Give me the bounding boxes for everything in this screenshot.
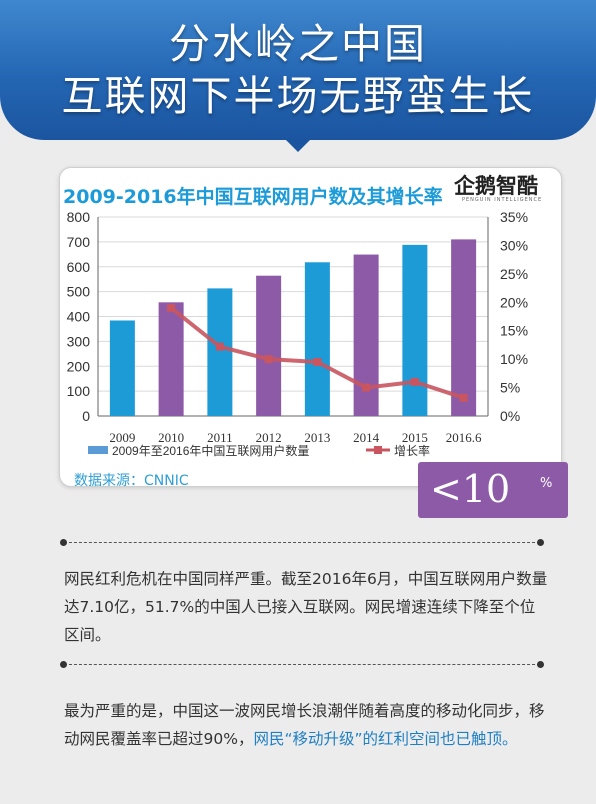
badge-unit: %	[540, 476, 553, 491]
banner-pointer	[284, 138, 312, 152]
paragraph-2-text: 最为严重的是，中国这一波网民增长浪潮伴随着高度的移动化同步，移动网民覆盖率已超过…	[64, 702, 545, 748]
y-left-tick-label: 400	[67, 309, 91, 325]
header-banner	[0, 0, 596, 140]
growth-point	[215, 342, 224, 351]
y-right-tick-label: 15%	[500, 323, 528, 339]
growth-point	[362, 383, 371, 392]
y-right-tick-label: 0%	[500, 408, 520, 424]
chart-title: 2009-2016年中国互联网用户数及其增长率	[63, 186, 443, 208]
y-left-tick-label: 200	[67, 358, 91, 374]
x-tick-label: 2015	[402, 430, 428, 445]
growth-point	[313, 357, 322, 366]
logo-name: 企鹅智酷	[454, 174, 538, 198]
y-right-tick-label: 20%	[500, 294, 528, 310]
growth-point	[167, 303, 176, 312]
page-title-line2: 互联网下半场无野蛮生长	[61, 72, 535, 120]
x-tick-label: 2013	[304, 430, 330, 445]
legend-bar-label: 2009年至2016年中国互联网用户数量	[112, 443, 309, 458]
bar	[451, 239, 477, 416]
y-left-tick-label: 0	[82, 408, 90, 424]
growth-badge: <10 %	[418, 462, 568, 518]
legend-line-label: 增长率	[394, 443, 430, 458]
paragraph-2: 最为严重的是，中国这一波网民增长浪潮伴随着高度的移动化同步，移动网民覆盖率已超过…	[64, 697, 550, 753]
data-source: 数据来源：CNNIC	[74, 473, 189, 489]
y-left-tick-label: 600	[67, 259, 91, 275]
x-tick-label: 2009	[109, 430, 135, 445]
x-tick-label: 2016.6	[446, 430, 482, 445]
y-left-tick-label: 700	[67, 234, 91, 250]
y-right-tick-label: 5%	[500, 380, 520, 396]
x-tick-label: 2011	[207, 430, 233, 445]
y-left-tick-label: 100	[67, 383, 91, 399]
bar	[109, 320, 135, 416]
bar	[304, 262, 330, 416]
x-tick-label: 2012	[256, 430, 282, 445]
badge-value: <10	[430, 467, 511, 511]
bar	[256, 275, 282, 416]
divider-top	[60, 539, 544, 546]
x-tick-label: 2014	[353, 430, 380, 445]
divider-bottom	[60, 661, 544, 668]
growth-point	[264, 355, 273, 364]
paragraph-2-highlight: 网民“移动升级”的红利空间也已触顶。	[253, 730, 518, 748]
y-left-tick-label: 800	[67, 209, 91, 225]
bar	[207, 288, 233, 416]
logo-subtitle: PENGUIN INTELLIGENCE	[462, 197, 543, 203]
paragraph-1: 网民红利危机在中国同样严重。截至2016年6月，中国互联网用户数量达7.10亿，…	[64, 570, 548, 644]
growth-point	[410, 377, 419, 386]
brand-logo: 企鹅智酷 PENGUIN INTELLIGENCE	[454, 170, 554, 210]
y-left-tick-label: 300	[67, 333, 91, 349]
legend-bar-swatch	[88, 446, 108, 454]
page-title-line1: 分水岭之中国	[169, 20, 427, 68]
x-tick-label: 2010	[158, 430, 184, 445]
bar	[402, 244, 428, 416]
y-left-tick-label: 500	[67, 284, 91, 300]
y-right-tick-label: 10%	[500, 351, 528, 367]
bar	[158, 302, 184, 416]
y-right-tick-label: 25%	[500, 266, 528, 282]
y-right-tick-label: 30%	[500, 237, 528, 253]
growth-point	[459, 393, 468, 402]
bar	[353, 254, 379, 416]
y-right-tick-label: 35%	[500, 209, 528, 225]
legend-line-marker	[374, 446, 382, 454]
